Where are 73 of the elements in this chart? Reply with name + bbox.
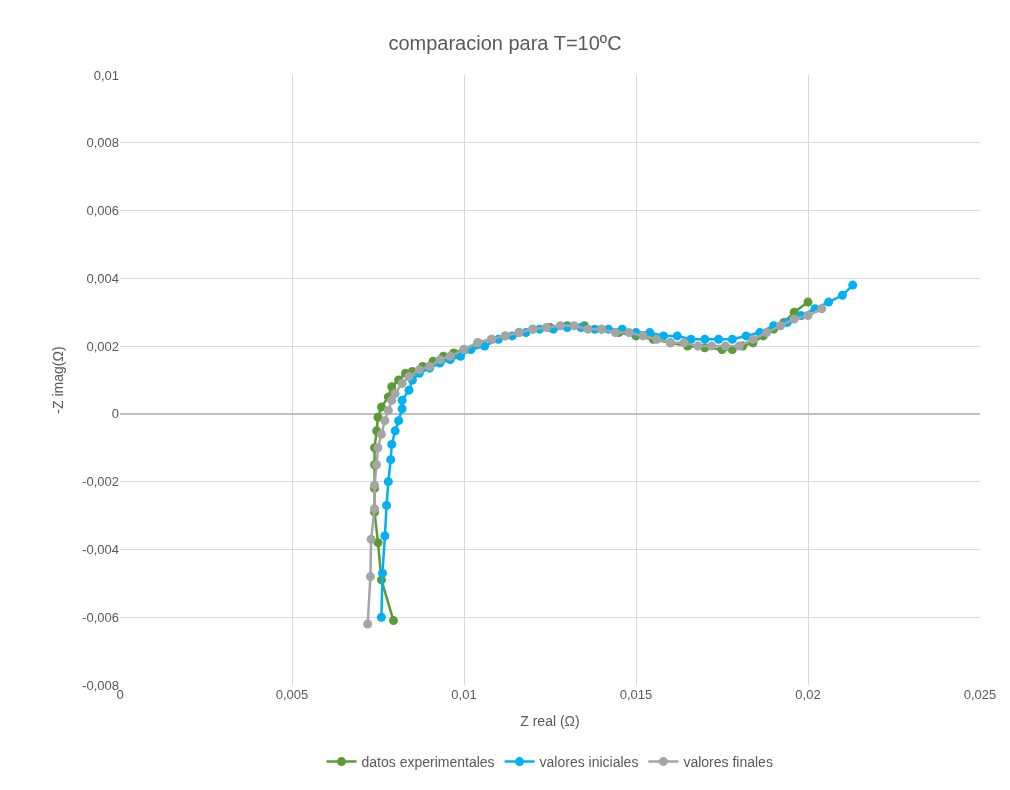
point	[390, 389, 400, 399]
point	[555, 321, 565, 331]
point	[679, 338, 689, 348]
y-tick-label: -0,004	[82, 541, 119, 557]
point	[383, 406, 393, 415]
chart-title: comparacion para T=10ºC	[388, 31, 622, 54]
point	[789, 314, 799, 324]
y-tick-label: 0,006	[86, 203, 119, 219]
y-axis-title: -Z imag(Ω)	[49, 346, 66, 414]
y-tick-label: 0	[111, 406, 119, 422]
legend-label: valores finales	[683, 754, 773, 771]
x-tick-label: 0,02	[795, 687, 821, 702]
point	[803, 297, 813, 307]
point	[387, 439, 397, 449]
point	[373, 538, 383, 548]
x-tick-label: 0,015	[619, 687, 653, 702]
point	[445, 351, 455, 361]
point	[727, 334, 737, 344]
point	[638, 331, 648, 341]
point	[583, 324, 593, 334]
x-axis-title: Z real (Ω)	[520, 713, 580, 730]
point	[693, 341, 703, 351]
point	[817, 304, 827, 314]
point	[376, 402, 386, 412]
point	[714, 334, 724, 344]
y-tick-label: 0,004	[86, 270, 119, 286]
point	[380, 531, 390, 541]
x-tick-label: 0,025	[963, 687, 997, 702]
point	[390, 426, 400, 436]
point	[397, 395, 407, 405]
point	[707, 341, 717, 351]
point	[775, 321, 785, 331]
y-tick-label: 0,002	[86, 338, 119, 354]
x-tick-label: 0,01	[451, 687, 477, 702]
point	[803, 311, 813, 321]
point	[748, 334, 758, 344]
point	[376, 612, 386, 622]
point	[376, 429, 386, 439]
point	[741, 331, 751, 341]
point	[720, 341, 730, 351]
x-tick-label: 0,005	[275, 687, 309, 702]
y-tick-label: 0,01	[93, 67, 119, 83]
point	[569, 321, 579, 331]
point	[837, 290, 847, 300]
point	[363, 619, 373, 629]
point	[366, 534, 376, 544]
point	[383, 477, 393, 487]
legend-label: valores iniciales	[539, 754, 639, 771]
point	[388, 616, 398, 626]
point	[610, 328, 620, 338]
point	[387, 395, 397, 405]
point	[624, 328, 634, 338]
point	[380, 416, 390, 426]
point	[762, 328, 772, 338]
point	[652, 334, 662, 344]
legend-label: datos experimentales	[361, 754, 495, 771]
point	[700, 334, 710, 344]
point	[387, 382, 397, 392]
point	[397, 404, 407, 414]
point	[672, 331, 682, 341]
point	[394, 416, 404, 426]
point	[404, 385, 414, 395]
point	[377, 568, 387, 578]
point	[824, 297, 834, 307]
y-tick-label: -0,008	[82, 677, 119, 693]
y-tick-label: -0,006	[82, 609, 119, 625]
point	[848, 280, 858, 290]
point	[734, 341, 744, 351]
point	[386, 455, 396, 465]
point	[382, 500, 392, 510]
point	[365, 572, 375, 582]
y-tick-label: -0,002	[82, 474, 119, 490]
y-tick-label: 0,008	[86, 135, 119, 151]
